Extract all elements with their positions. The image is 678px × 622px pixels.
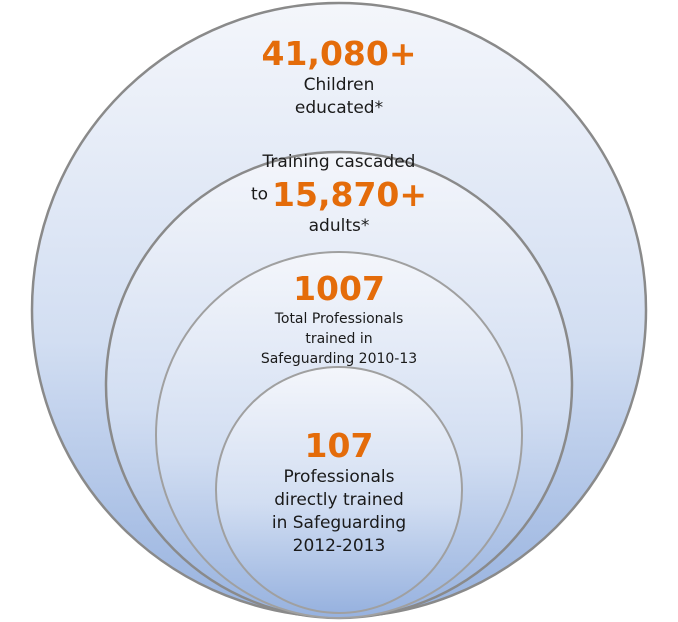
- direct-professionals-text-line: directly trained: [274, 490, 404, 510]
- adults-trained-text-after: adults*: [308, 216, 370, 236]
- inner-circle-direct-professionals: [215, 366, 463, 614]
- children-educated-label: 41,080+ Children educated*: [239, 34, 439, 120]
- total-professionals-text-line: trained in: [305, 331, 373, 347]
- adults-trained-text-before: Training cascaded: [262, 152, 416, 172]
- children-educated-text-line: Children: [303, 75, 375, 95]
- adults-trained-number: 15,870+: [272, 174, 428, 214]
- adults-trained-prefix: to: [250, 184, 269, 205]
- total-professionals-text-line: Total Professionals: [274, 311, 404, 327]
- direct-professionals-number: 107: [304, 426, 374, 465]
- direct-professionals-text-line: Professionals: [283, 467, 395, 487]
- adults-trained-label: Training cascaded to 15,870+ adults*: [214, 150, 464, 238]
- total-professionals-label: 1007 Total Professionals trained in Safe…: [229, 269, 449, 369]
- direct-professionals-label: 107 Professionals directly trained in Sa…: [249, 426, 429, 558]
- direct-professionals-text-line: 2012-2013: [292, 536, 386, 556]
- direct-professionals-text-line: in Safeguarding: [271, 513, 407, 533]
- total-professionals-text-line: Safeguarding 2010-13: [260, 351, 418, 367]
- children-educated-text-line: educated*: [294, 98, 384, 118]
- children-educated-number: 41,080+: [261, 34, 417, 73]
- total-professionals-number: 1007: [293, 269, 385, 308]
